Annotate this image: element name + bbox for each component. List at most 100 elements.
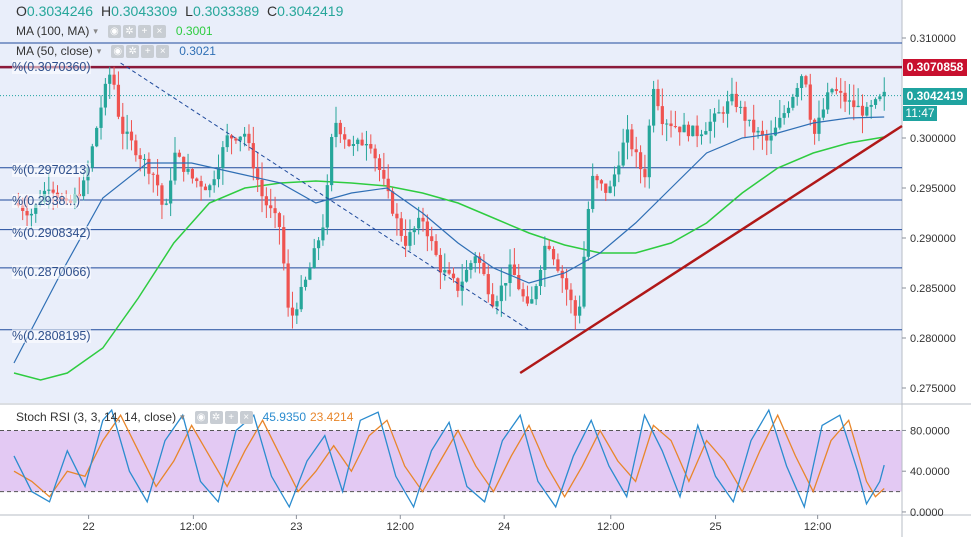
time-tick-label: 22 bbox=[82, 521, 94, 533]
candle-body bbox=[221, 147, 225, 169]
ma100-value: 0.3001 bbox=[175, 24, 213, 38]
candle-body bbox=[303, 279, 308, 287]
candle-body bbox=[826, 92, 830, 110]
settings-icon[interactable]: ✲ bbox=[122, 24, 136, 38]
candle-body bbox=[286, 263, 290, 308]
stoch-legend: Stoch RSI (3, 3, 14, 14, close) ▾ ◉ ✲ + … bbox=[16, 410, 353, 424]
candle-body bbox=[813, 119, 817, 134]
candle-body bbox=[486, 274, 490, 295]
candle-body bbox=[760, 130, 765, 136]
candle-body bbox=[756, 130, 760, 133]
candle-body bbox=[704, 131, 708, 135]
candle-body bbox=[665, 123, 669, 125]
close-icon[interactable]: × bbox=[156, 44, 170, 58]
candle-body bbox=[464, 269, 469, 282]
candle-body bbox=[725, 101, 730, 114]
settings-icon[interactable]: ✲ bbox=[209, 410, 223, 424]
candle-body bbox=[778, 117, 782, 128]
candle-body bbox=[752, 119, 756, 133]
candle-body bbox=[347, 139, 351, 146]
close-icon[interactable]: × bbox=[239, 410, 253, 424]
stoch-d-value: 23.4214 bbox=[310, 410, 354, 424]
candle-body bbox=[225, 135, 229, 148]
stoch-dropdown-icon[interactable]: ▾ bbox=[180, 411, 185, 422]
candle-body bbox=[160, 185, 164, 205]
close-icon[interactable]: × bbox=[152, 24, 166, 38]
candle-body bbox=[212, 179, 216, 186]
candle-body bbox=[534, 286, 538, 300]
candle-body bbox=[599, 180, 604, 184]
candle-body bbox=[243, 133, 247, 137]
candle-body bbox=[765, 135, 769, 141]
candle-body bbox=[369, 144, 373, 149]
candle-body bbox=[208, 185, 212, 191]
candle-body bbox=[491, 294, 495, 307]
candle-body bbox=[264, 196, 268, 206]
candle-body bbox=[404, 235, 408, 246]
candle-body bbox=[103, 83, 107, 108]
candle-body bbox=[138, 155, 142, 160]
candle-body bbox=[377, 158, 382, 170]
price-tick-label: 0.275000 bbox=[910, 383, 956, 395]
add-icon[interactable]: + bbox=[137, 24, 151, 38]
time-tick-label: 23 bbox=[290, 521, 302, 533]
settings-icon[interactable]: ✲ bbox=[126, 44, 140, 58]
candle-body bbox=[186, 169, 190, 172]
fib-label-4: %(0.2870066) bbox=[12, 265, 91, 279]
ma50-dropdown-icon[interactable]: ▾ bbox=[96, 45, 102, 56]
candle-body bbox=[408, 232, 412, 246]
candle-body bbox=[578, 306, 582, 316]
eye-icon[interactable]: ◉ bbox=[107, 24, 121, 38]
time-tick-label: 12:00 bbox=[180, 521, 208, 533]
eye-icon[interactable]: ◉ bbox=[194, 410, 208, 424]
candle-body bbox=[282, 227, 286, 264]
candle-body bbox=[691, 125, 695, 137]
candle-body bbox=[852, 100, 856, 108]
candle-body bbox=[625, 129, 630, 143]
ma100-dropdown-icon[interactable]: ▾ bbox=[93, 25, 98, 36]
time-tick-label: 24 bbox=[498, 521, 510, 533]
candle-body bbox=[673, 126, 677, 128]
candle-body bbox=[177, 152, 181, 157]
candle-body bbox=[29, 213, 34, 216]
candle-body bbox=[517, 275, 521, 290]
candle-body bbox=[195, 178, 199, 182]
candle-body bbox=[356, 139, 360, 145]
candle-body bbox=[155, 174, 160, 186]
candle-body bbox=[608, 186, 612, 193]
candle-body bbox=[604, 183, 608, 193]
price-tick-label: 0.300000 bbox=[910, 133, 956, 145]
resistance-price-tag: 0.3070858 bbox=[903, 59, 967, 76]
candle-body bbox=[573, 300, 577, 316]
candle-body bbox=[469, 263, 473, 270]
fib-label-3: %(0.2908342) bbox=[12, 226, 91, 240]
candle-body bbox=[512, 264, 516, 276]
fib-label-0: %(0.3070360) bbox=[12, 60, 91, 74]
price-tick-label: 0.285000 bbox=[910, 283, 956, 295]
stoch-tick-label: 80.0000 bbox=[910, 425, 950, 437]
add-icon[interactable]: + bbox=[224, 410, 238, 424]
candle-body bbox=[869, 104, 873, 107]
candle-body bbox=[338, 122, 342, 135]
candle-body bbox=[495, 301, 499, 307]
candle-body bbox=[656, 88, 660, 107]
fib-label-5: %(0.2808195) bbox=[12, 329, 91, 343]
add-icon[interactable]: + bbox=[141, 44, 155, 58]
candle-body bbox=[551, 249, 556, 260]
candle-body bbox=[295, 309, 299, 316]
candle-body bbox=[399, 218, 403, 236]
candle-body bbox=[508, 264, 512, 284]
candle-body bbox=[330, 137, 334, 186]
candle-body bbox=[360, 139, 364, 146]
candle-body bbox=[621, 142, 625, 166]
candle-body bbox=[873, 99, 878, 105]
eye-icon[interactable]: ◉ bbox=[111, 44, 125, 58]
candle-body bbox=[321, 227, 325, 241]
candle-body bbox=[682, 124, 686, 133]
stoch-k-value: 45.9350 bbox=[262, 410, 306, 424]
candle-body bbox=[169, 180, 173, 204]
stoch-label: Stoch RSI (3, 3, 14, 14, close) bbox=[16, 410, 177, 424]
candle-body bbox=[373, 148, 377, 159]
